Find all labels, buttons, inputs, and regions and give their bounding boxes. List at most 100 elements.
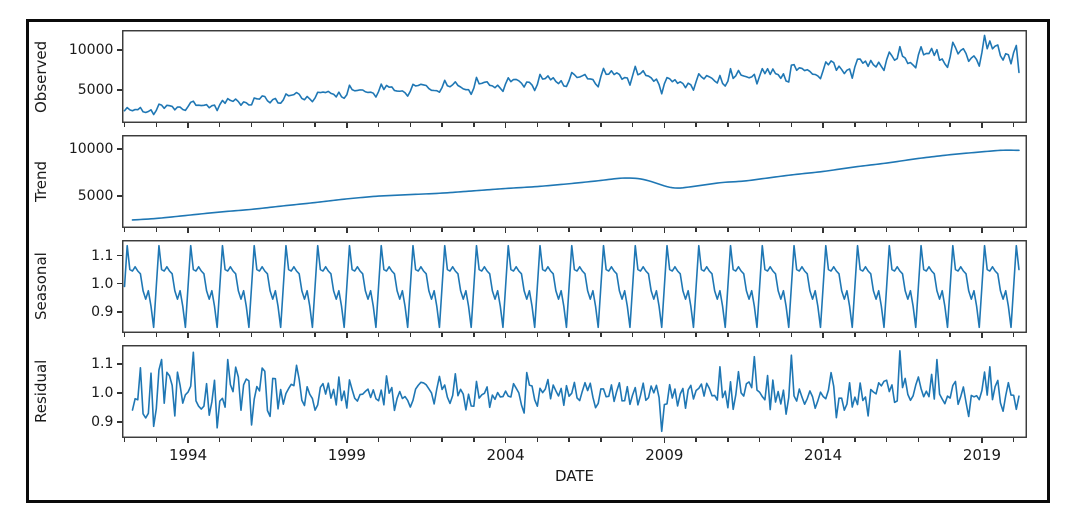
x-major-tick [981,333,983,339]
y-tick-label: 1.0 [91,275,114,292]
x-minor-tick [409,228,412,232]
x-tick-label: 2014 [804,446,843,464]
x-major-tick [504,333,507,339]
y-tick [117,311,122,313]
residual-series-line [131,350,1020,433]
y-tick-label: 0.9 [91,303,114,320]
x-major-tick [187,228,189,234]
y-tick-label: 1.1 [91,247,114,264]
x-minor-tick [473,333,475,337]
x-minor-tick [949,438,951,442]
x-minor-tick [441,333,443,337]
y-tick [117,392,122,394]
x-minor-tick [790,228,793,232]
x-major-tick [663,438,666,444]
x-minor-tick [600,228,602,232]
x-major-tick [346,228,348,234]
y-tick [117,148,122,150]
x-minor-tick [758,228,761,232]
x-minor-tick [282,438,284,442]
y-tick [117,421,122,423]
x-minor-tick [123,123,126,127]
x-minor-tick [695,438,697,442]
x-minor-tick [282,333,284,337]
x-minor-tick [631,333,634,337]
x-minor-tick [473,438,475,442]
x-major-tick [822,228,824,234]
x-minor-tick [727,438,729,442]
observed-series-line [123,34,1020,116]
x-minor-tick [758,333,761,337]
panel-trend [122,135,1027,228]
x-minor-tick [790,333,793,337]
x-minor-tick [409,438,412,442]
x-minor-tick [536,333,539,337]
y-tick [117,254,122,257]
residual-spines [122,345,1027,438]
x-minor-tick [314,333,316,337]
x-minor-tick [155,123,157,127]
x-minor-tick [949,228,951,232]
x-minor-tick [123,438,126,442]
x-tick-label: 1999 [327,446,366,464]
x-major-tick [663,333,666,339]
x-minor-tick [885,123,888,127]
trend-series-line [131,149,1020,221]
x-minor-tick [1012,228,1015,232]
x-minor-tick [155,333,157,337]
x-tick-label: 2009 [645,446,684,464]
panel-residual [122,345,1027,438]
x-minor-tick [250,228,253,232]
x-minor-tick [219,438,221,442]
x-minor-tick [695,333,697,337]
x-major-tick [981,228,983,234]
x-major-tick [504,438,507,444]
x-minor-tick [314,228,316,232]
x-minor-tick [536,228,539,232]
x-major-tick [346,438,348,444]
x-minor-tick [219,123,221,127]
x-minor-tick [631,438,634,442]
x-minor-tick [123,228,126,232]
x-minor-tick [600,438,602,442]
x-minor-tick [949,123,951,127]
residual-line-chart [122,345,1027,438]
x-minor-tick [155,228,157,232]
x-minor-tick [758,438,761,442]
x-minor-tick [473,228,475,232]
observed-spines [122,30,1027,123]
x-minor-tick [282,123,284,127]
x-minor-tick [536,438,539,442]
x-minor-tick [250,333,253,337]
trend-line-chart [122,135,1027,228]
x-minor-tick [695,123,697,127]
x-minor-tick [885,438,888,442]
y-tick-label: 5000 [77,187,114,204]
ylabel-seasonal: Seasonal [32,252,50,321]
x-axis-title: DATE [554,467,595,485]
x-minor-tick [885,333,888,337]
x-minor-tick [409,123,412,127]
y-tick [117,363,122,365]
x-major-tick [981,438,983,444]
x-minor-tick [790,438,793,442]
panel-seasonal [122,240,1027,333]
x-tick-label: 2004 [486,446,525,464]
x-major-tick [504,228,507,234]
x-minor-tick [917,228,920,232]
x-minor-tick [155,438,157,442]
seasonal-series-line [123,244,1020,329]
x-minor-tick [727,228,729,232]
x-major-tick [187,123,189,129]
ylabel-trend: Trend [32,160,50,203]
seasonal-line-chart [122,240,1027,333]
x-major-tick [504,123,507,129]
x-major-tick [663,228,666,234]
x-minor-tick [282,228,284,232]
x-minor-tick [568,123,570,127]
x-minor-tick [250,123,253,127]
observed-line-chart [122,30,1027,123]
x-minor-tick [377,438,380,442]
x-minor-tick [441,228,443,232]
x-minor-tick [790,123,793,127]
